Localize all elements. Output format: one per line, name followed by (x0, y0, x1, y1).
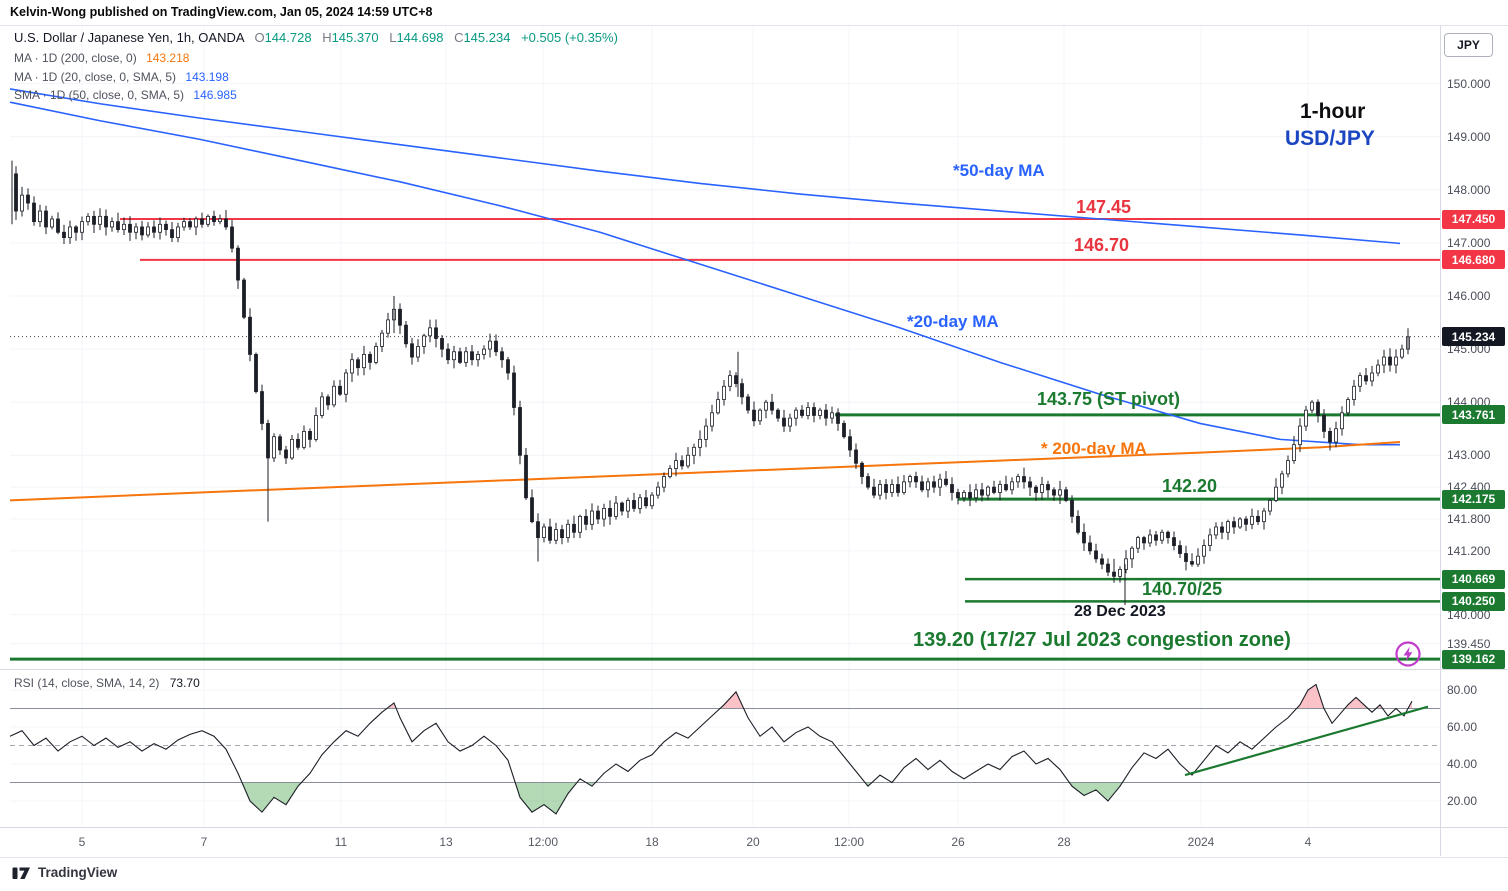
change-value: +0.505 (+0.35%) (521, 30, 618, 45)
sma50-legend-value: 146.985 (193, 88, 237, 102)
price-tick: 150.000 (1447, 76, 1491, 91)
legend-main-row: U.S. Dollar / Japanese Yen, 1h, OANDA O1… (14, 30, 618, 45)
rsi-tick: 20.00 (1447, 794, 1478, 808)
rsi-legend-value: 73.70 (169, 676, 200, 690)
price-tick: 139.450 (1447, 636, 1491, 651)
close-value: 145.234 (463, 30, 511, 45)
rsi-legend-label[interactable]: RSI (14, close, SMA, 14, 2) (14, 676, 160, 690)
price-tick: 148.000 (1447, 182, 1491, 197)
price-tick: 146.000 (1447, 288, 1491, 303)
footer-bar: TradingView (12, 863, 117, 882)
open-label: O (254, 30, 265, 45)
time-label: 26 (951, 835, 965, 849)
time-label: 28 (1057, 835, 1071, 849)
ma20-legend: MA · 1D (20, close, 0, SMA, 5) 143.198 (14, 70, 618, 84)
price-badge: 142.175 (1442, 489, 1505, 509)
sma50-legend: SMA · 1D (50, close, 0, SMA, 5) 146.985 (14, 88, 618, 102)
rsi-tick: 60.00 (1447, 720, 1478, 734)
ma200-legend: MA · 1D (200, close, 0) 143.218 (14, 51, 618, 65)
time-label: 20 (746, 835, 760, 849)
price-tick: 140.000 (1447, 607, 1491, 622)
rsi-legend: RSI (14, close, SMA, 14, 2) 73.70 (14, 676, 200, 690)
rsi-tick: 80.00 (1447, 683, 1478, 697)
flash-icon (1395, 641, 1421, 667)
time-label: 12:00 (527, 835, 559, 849)
high-label: H (322, 30, 332, 45)
ma200-legend-value: 143.218 (146, 51, 190, 65)
price-badge: 139.162 (1442, 649, 1505, 669)
time-label: 7 (200, 835, 208, 849)
sma50-legend-label[interactable]: SMA · 1D (50, close, 0, SMA, 5) (14, 88, 185, 102)
time-label: 13 (439, 835, 453, 849)
publish-info: Kelvin-Wong published on TradingView.com… (10, 5, 433, 19)
ma20-legend-label[interactable]: MA · 1D (20, close, 0, SMA, 5) (14, 69, 177, 84)
price-badge: 143.761 (1442, 405, 1505, 425)
ma200-legend-label[interactable]: MA · 1D (200, close, 0) (14, 51, 137, 65)
time-label: 18 (645, 835, 659, 849)
symbol-title[interactable]: U.S. Dollar / Japanese Yen, 1h, OANDA (14, 30, 244, 45)
currency-axis-button[interactable]: JPY (1444, 33, 1493, 57)
price-badge: 140.250 (1442, 591, 1505, 611)
price-tick: 141.800 (1447, 512, 1491, 526)
time-label: 4 (1304, 835, 1312, 849)
time-label: 5 (78, 835, 86, 849)
price-tick: 143.000 (1447, 448, 1491, 463)
price-badge: 147.450 (1442, 209, 1505, 229)
symbol-legend: U.S. Dollar / Japanese Yen, 1h, OANDA O1… (14, 30, 618, 107)
low-value: 144.698 (396, 30, 444, 45)
tradingview-brand[interactable]: TradingView (38, 865, 118, 880)
price-badge: 145.234 (1442, 327, 1505, 347)
price-tick: 149.000 (1447, 129, 1491, 144)
time-label: 11 (334, 835, 348, 849)
tradingview-logo-icon (12, 867, 30, 879)
price-tick: 147.000 (1447, 235, 1491, 250)
rsi-tick: 40.00 (1447, 757, 1478, 771)
time-label: 2024 (1187, 835, 1215, 849)
price-badge: 146.680 (1442, 250, 1505, 270)
publish-header: Kelvin-Wong published on TradingView.com… (10, 5, 432, 19)
time-label: 12:00 (833, 835, 865, 849)
high-value: 145.370 (331, 30, 379, 45)
close-label: C (454, 30, 464, 45)
ma20-legend-value: 143.198 (185, 69, 229, 84)
low-label: L (389, 30, 397, 45)
flash-reaction-icon[interactable] (1394, 640, 1422, 668)
open-value: 144.728 (264, 30, 312, 45)
price-badge: 140.669 (1442, 569, 1505, 589)
price-tick: 141.200 (1447, 543, 1491, 558)
